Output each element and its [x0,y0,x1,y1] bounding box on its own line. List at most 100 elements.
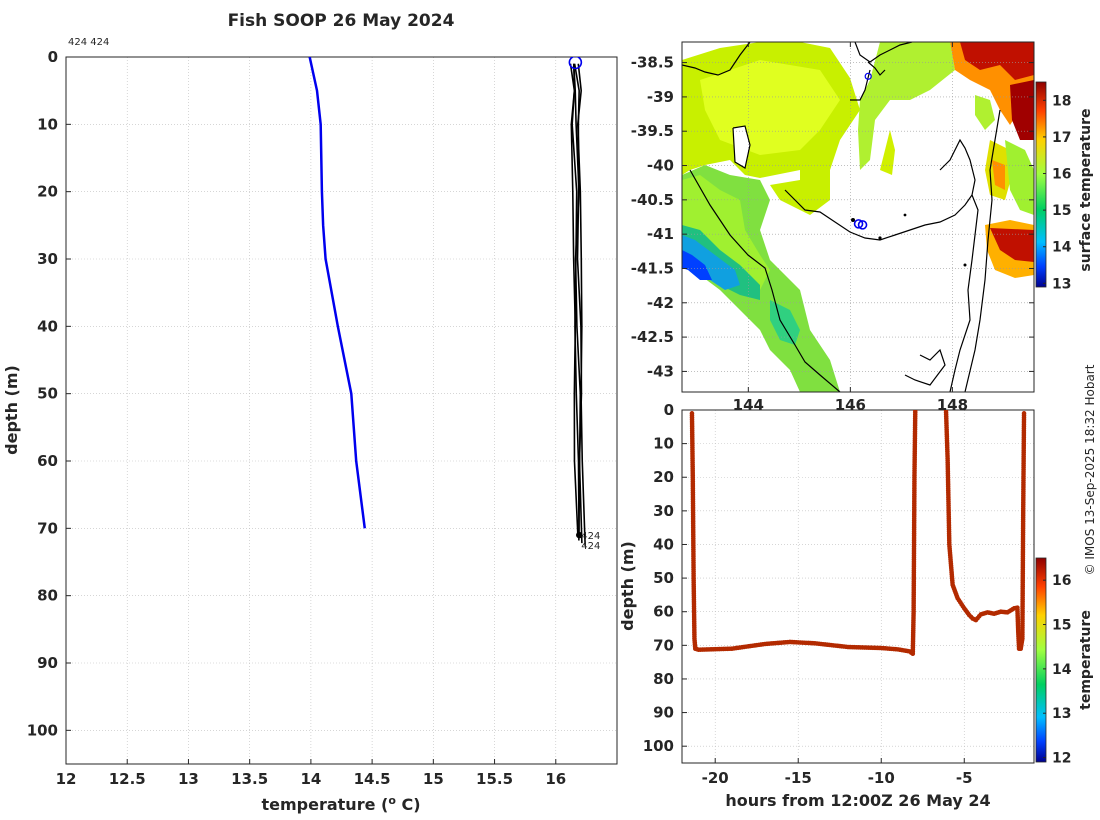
x-tick-label: -10 [868,769,895,787]
y-tick-label: 30 [37,250,58,268]
y-tick-label: 40 [653,535,674,553]
lat-tick-label: -41.5 [631,259,674,277]
copyright-text: © IMOS 13-Sep-2025 18:32 Hobart [1083,364,1097,575]
timeseries-points [689,410,1027,657]
y-tick-label: 60 [653,603,674,621]
y-tick-label: 10 [37,115,58,133]
colorbar-tick-label: 15 [1052,203,1071,219]
y-tick-label: 30 [653,502,674,520]
x-tick-label: 13 [178,770,199,788]
profile-corner-label: 424 424 [68,37,109,48]
lat-tick-label: -41 [647,225,674,243]
map-grid [682,42,1034,392]
y-tick-label: 50 [37,385,58,403]
profile-ylabel: depth (m) [2,365,21,455]
colorbar-tick-label: 13 [1052,276,1071,292]
x-tick-label: 16 [545,770,566,788]
x-tick-label: 14 [300,770,321,788]
colorbar-tick-label: 16 [1052,167,1071,183]
lon-tick-label: 144 [733,396,764,414]
lat-tick-label: -42.5 [631,328,674,346]
profile-ticks: 12 12.5 13 13.5 14 14.5 15 15.5 16 0 10 20 30 40 50 60 7… [27,48,567,788]
profile-grid [65,56,617,764]
x-tick-label: 14.5 [354,770,391,788]
x-tick-label: 12.5 [109,770,146,788]
colorbar-tick-label: 15 [1052,618,1071,634]
colorbar-tick-label: 13 [1052,706,1071,722]
lat-tick-label: -42 [647,294,674,312]
timeseries-point [912,410,918,413]
map-islands [851,213,967,267]
timeseries-xlabel: hours from 12:00Z 26 May 24 [725,791,990,810]
y-tick-label: 70 [37,519,58,537]
map-panel: -38.5 -39 -39.5 -40 -40.5 -41 -41.5 -42 -42.5 -43… [631,41,1094,414]
x-tick-label: 12 [56,770,77,788]
y-tick-label: 80 [653,670,674,688]
y-tick-label: 40 [37,317,58,335]
y-tick-label: 60 [37,452,58,470]
cast-line [573,63,583,544]
lon-tick-label: 146 [835,396,866,414]
lat-tick-label: -38.5 [631,54,674,72]
profile-panel: 12 12.5 13 13.5 14 14.5 15 15.5 16 0 10 20 30 40 50 60 7… [2,37,618,815]
cast-end-label-1: 424 [581,531,600,542]
y-tick-label: 0 [664,401,674,419]
profile-axes-box [65,56,618,765]
lat-tick-label: -39 [647,88,674,106]
profile-xlabel: temperature (o C) [261,794,420,815]
lat-tick-label: -40.5 [631,191,674,209]
y-tick-label: 0 [48,48,58,66]
vessel-marker-ring [857,220,868,230]
x-tick-label: -5 [956,769,973,787]
timeseries-grid [682,409,1034,763]
cast-line [576,63,586,546]
timeseries-panel: -20 -15 -10 -5 0 10 20 30 40 50 60 70 80 90 100 hours … [618,401,1094,810]
y-tick-label: 10 [653,435,674,453]
map-colorbar-ticks: 13 14 15 16 17 18 [1043,93,1072,292]
figure-title: Fish SOOP 26 May 2024 [228,11,455,31]
y-tick-label: 50 [653,569,674,587]
lat-tick-label: -40 [647,157,674,175]
vessel-marker-ring [853,219,864,229]
map-colorbar-label: surface temperature [1078,108,1094,271]
vessel-position-marker [853,72,872,230]
mean-profile-line [308,57,367,529]
map-coastline [682,42,1001,392]
y-tick-label: 90 [37,654,58,672]
x-tick-label: 13.5 [231,770,268,788]
y-tick-label: 70 [653,636,674,654]
y-tick-label: 20 [653,468,674,486]
colorbar-tick-label: 18 [1052,93,1071,109]
timeseries-point [1021,411,1027,416]
timeseries-ylabel: depth (m) [618,541,637,631]
colorbar-tick-label: 16 [1052,573,1071,589]
colorbar-tick-label: 17 [1052,130,1071,146]
y-tick-label: 80 [37,587,58,605]
y-tick-label: 100 [27,721,58,739]
y-tick-label: 20 [37,183,58,201]
map-ticks: -38.5 -39 -39.5 -40 -40.5 -41 -41.5 -42 -42.5 -43… [631,42,1034,414]
map-axes-box [681,41,1035,393]
lon-tick-label: 148 [937,396,968,414]
cast-start-marker [568,57,583,70]
x-tick-label: 15 [423,770,444,788]
x-tick-label: -20 [702,769,729,787]
timeseries-colorbar [1035,557,1047,763]
cast-end-label-2: 424 [581,541,600,552]
timeseries-axes-box [681,409,1035,764]
x-tick-label: 15.5 [476,770,513,788]
y-tick-label: 100 [643,737,674,755]
colorbar-tick-label: 14 [1052,240,1072,256]
x-tick-label: -15 [785,769,812,787]
colorbar-tick-label: 14 [1052,662,1072,678]
timeseries-colorbar-label: temperature [1078,610,1094,710]
lat-tick-label: -39.5 [631,122,674,140]
timeseries-ticks: -20 -15 -10 -5 0 10 20 30 40 50 60 70 80 90 100 [643,401,973,787]
map-colorbar [1035,81,1047,288]
colorbar-tick-label: 12 [1052,751,1071,767]
y-tick-label: 90 [653,704,674,722]
timeseries-colorbar-ticks: 12 13 14 15 16 [1043,573,1072,767]
cast-lines [569,63,586,546]
cast-end-marker [576,531,583,539]
